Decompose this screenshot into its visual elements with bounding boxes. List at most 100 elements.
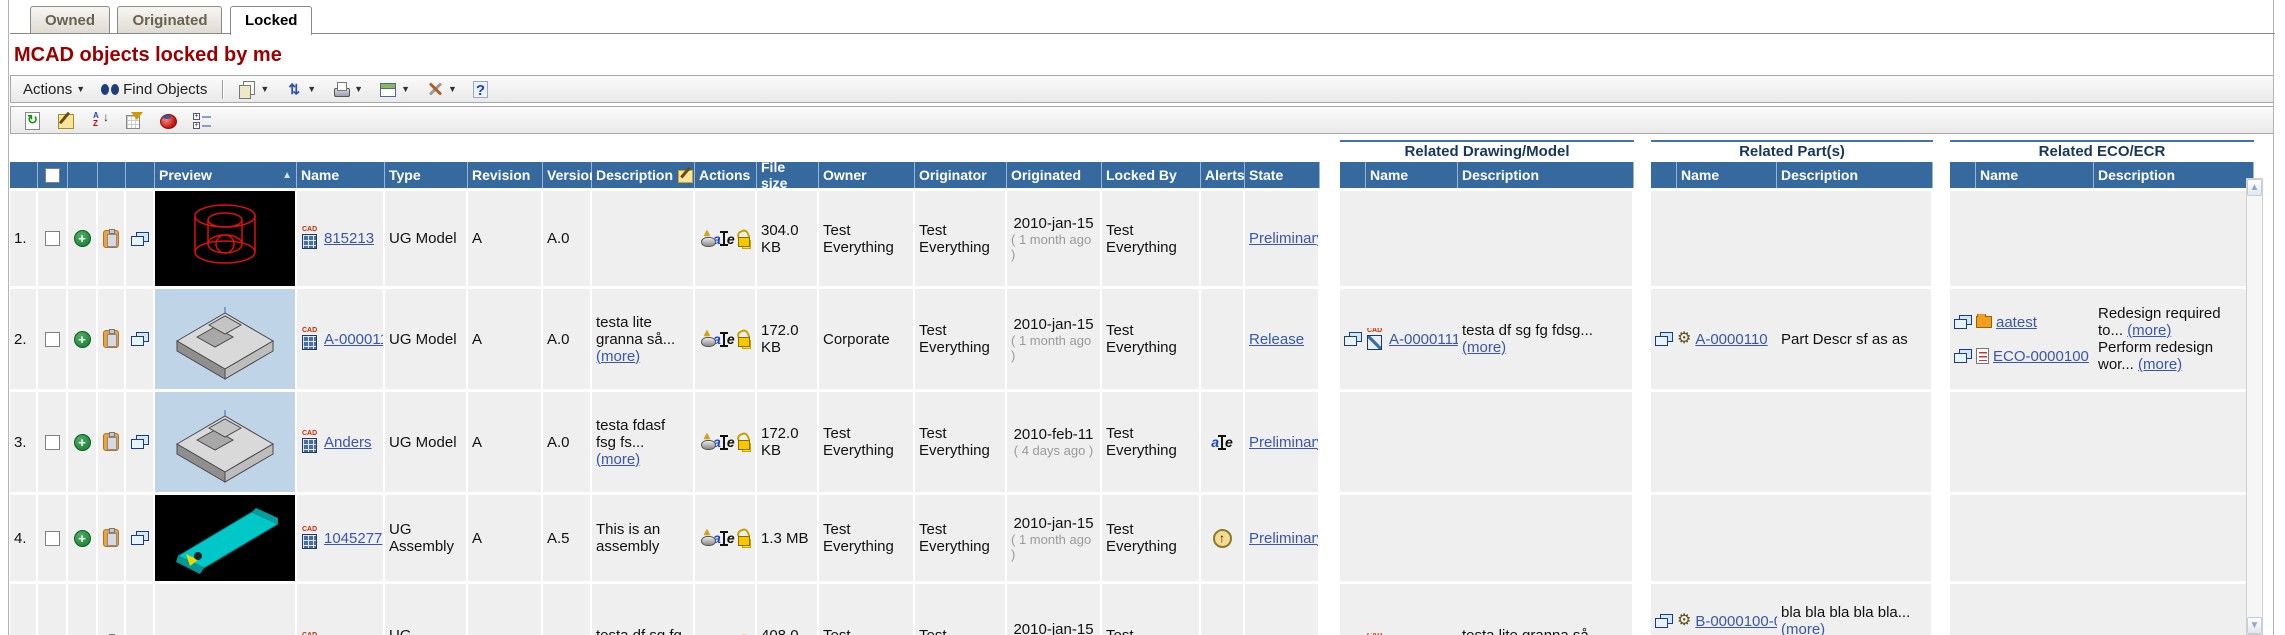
- col-header-description[interactable]: Description: [592, 162, 695, 188]
- col-header-state[interactable]: State: [1245, 162, 1320, 188]
- more-link[interactable]: (more): [596, 450, 641, 468]
- col-header-owner[interactable]: Owner: [819, 162, 915, 188]
- tab-originated[interactable]: Originated: [117, 6, 223, 33]
- edit-column-icon[interactable]: [678, 168, 693, 183]
- row-checkbox[interactable]: [44, 530, 60, 546]
- col-header-locked-by[interactable]: Locked By: [1102, 162, 1201, 188]
- copy-window-icon[interactable]: [130, 332, 149, 346]
- col-header-file-size[interactable]: File size: [757, 159, 819, 191]
- object-name-link[interactable]: A-0000110: [324, 330, 383, 348]
- export-icon[interactable]: [699, 228, 717, 247]
- col-header-related-description[interactable]: Description: [1777, 162, 1933, 188]
- preview-thumbnail[interactable]: [155, 392, 297, 492]
- add-icon[interactable]: +: [73, 529, 91, 547]
- more-link[interactable]: (more): [596, 347, 641, 365]
- col-header-revision[interactable]: Revision: [468, 162, 543, 188]
- copy-window-icon[interactable]: [1655, 614, 1673, 628]
- copy-window-icon[interactable]: [1954, 349, 1972, 363]
- preview-thumbnail[interactable]: [155, 191, 297, 286]
- related-part-link[interactable]: A-0000110: [1695, 330, 1768, 348]
- copy-window-icon[interactable]: [130, 435, 149, 449]
- col-header-version[interactable]: Version: [543, 162, 598, 188]
- add-icon[interactable]: +: [73, 230, 91, 247]
- col-header-preview[interactable]: Preview ▲: [155, 162, 297, 188]
- scroll-up-button[interactable]: ▲: [2247, 179, 2262, 196]
- more-link[interactable]: (more): [1781, 621, 1826, 635]
- col-header-related-description[interactable]: Description: [2094, 162, 2254, 188]
- col-header-related-name[interactable]: Name: [1976, 162, 2094, 188]
- copy-menu-button[interactable]: ▼: [232, 78, 275, 101]
- filter-button[interactable]: [119, 109, 149, 132]
- related-eco-link[interactable]: aatest: [1996, 313, 2037, 331]
- more-link[interactable]: (more): [1462, 339, 1507, 356]
- related-drawing-link[interactable]: A-0000111: [1389, 330, 1458, 348]
- unlock-icon[interactable]: ?: [736, 330, 751, 349]
- row-checkbox[interactable]: [44, 331, 60, 347]
- vertical-scrollbar[interactable]: ▲ ▼: [2246, 178, 2263, 635]
- col-header-originated[interactable]: Originated: [1007, 162, 1102, 188]
- help-button[interactable]: ?: [467, 78, 494, 101]
- state-link[interactable]: Preliminary: [1249, 529, 1320, 547]
- clipboard-icon[interactable]: [103, 329, 119, 348]
- col-header-alerts[interactable]: Alerts: [1201, 162, 1245, 188]
- tab-locked[interactable]: Locked: [229, 6, 313, 35]
- chart-button[interactable]: [153, 109, 183, 132]
- row-checkbox[interactable]: [44, 434, 60, 450]
- actions-menu-button[interactable]: Actions ▼: [17, 78, 91, 101]
- edit-table-button[interactable]: [51, 109, 81, 132]
- unlock-icon[interactable]: ?: [736, 230, 751, 249]
- scroll-down-button[interactable]: ▼: [2247, 617, 2262, 634]
- tools-menu-button[interactable]: ▼: [420, 78, 463, 101]
- tab-owned[interactable]: Owned: [30, 6, 111, 33]
- preview-thumbnail[interactable]: [155, 495, 297, 581]
- copy-window-icon[interactable]: [130, 531, 149, 545]
- select-all-checkbox[interactable]: [45, 167, 60, 183]
- print-menu-button[interactable]: ▼: [326, 78, 369, 101]
- clipboard-icon[interactable]: [103, 528, 119, 547]
- sort-ascending-icon[interactable]: ▲: [282, 169, 292, 181]
- export-icon[interactable]: [699, 527, 717, 546]
- related-eco-link[interactable]: ECO-0000100: [1993, 347, 2089, 365]
- refresh-button[interactable]: [17, 109, 47, 132]
- state-link[interactable]: Preliminary: [1249, 230, 1320, 247]
- object-name-link[interactable]: Anders: [324, 433, 372, 451]
- col-header-related-name[interactable]: Name: [1366, 162, 1458, 188]
- clipboard-icon[interactable]: [103, 432, 119, 451]
- related-part-link[interactable]: B-0000100-01: [1695, 612, 1777, 630]
- row-checkbox[interactable]: [44, 231, 60, 246]
- col-header-originator[interactable]: Originator: [915, 162, 1007, 188]
- clipboard-icon[interactable]: [103, 228, 119, 248]
- copy-window-icon[interactable]: [1954, 315, 1972, 329]
- col-header-actions[interactable]: Actions: [695, 162, 757, 188]
- col-header-related-description[interactable]: Description: [1458, 162, 1634, 188]
- col-header-type[interactable]: Type: [385, 162, 468, 188]
- preview-thumbnail[interactable]: [155, 584, 297, 635]
- state-link[interactable]: Release: [1249, 330, 1305, 348]
- expand-list-button[interactable]: + +: [187, 109, 217, 132]
- export-icon[interactable]: [699, 328, 717, 347]
- preview-thumbnail[interactable]: [155, 289, 297, 389]
- add-icon[interactable]: +: [73, 433, 91, 451]
- export-icon[interactable]: [699, 431, 717, 450]
- transfer-menu-button[interactable]: ⇅ ▼: [279, 78, 322, 101]
- more-link[interactable]: (more): [2127, 322, 2172, 339]
- unlock-icon[interactable]: ?: [736, 529, 751, 548]
- more-link[interactable]: (more): [2138, 356, 2183, 373]
- col-header-related-name[interactable]: Name: [1677, 162, 1777, 188]
- state-link[interactable]: Preliminary: [1249, 433, 1320, 451]
- find-objects-button[interactable]: Find Objects: [95, 78, 213, 101]
- object-name-link[interactable]: 815213: [324, 230, 375, 247]
- col-header-name[interactable]: Name: [297, 162, 385, 188]
- view-columns-menu-button[interactable]: ▼: [373, 78, 416, 101]
- object-name-link[interactable]: 1045277: [324, 529, 383, 547]
- copy-window-icon[interactable]: [1655, 332, 1673, 346]
- unlock-icon[interactable]: ?: [736, 433, 751, 452]
- add-icon[interactable]: +: [73, 330, 91, 348]
- copy-window-icon[interactable]: [1344, 332, 1362, 346]
- copy-window-icon[interactable]: [130, 231, 149, 246]
